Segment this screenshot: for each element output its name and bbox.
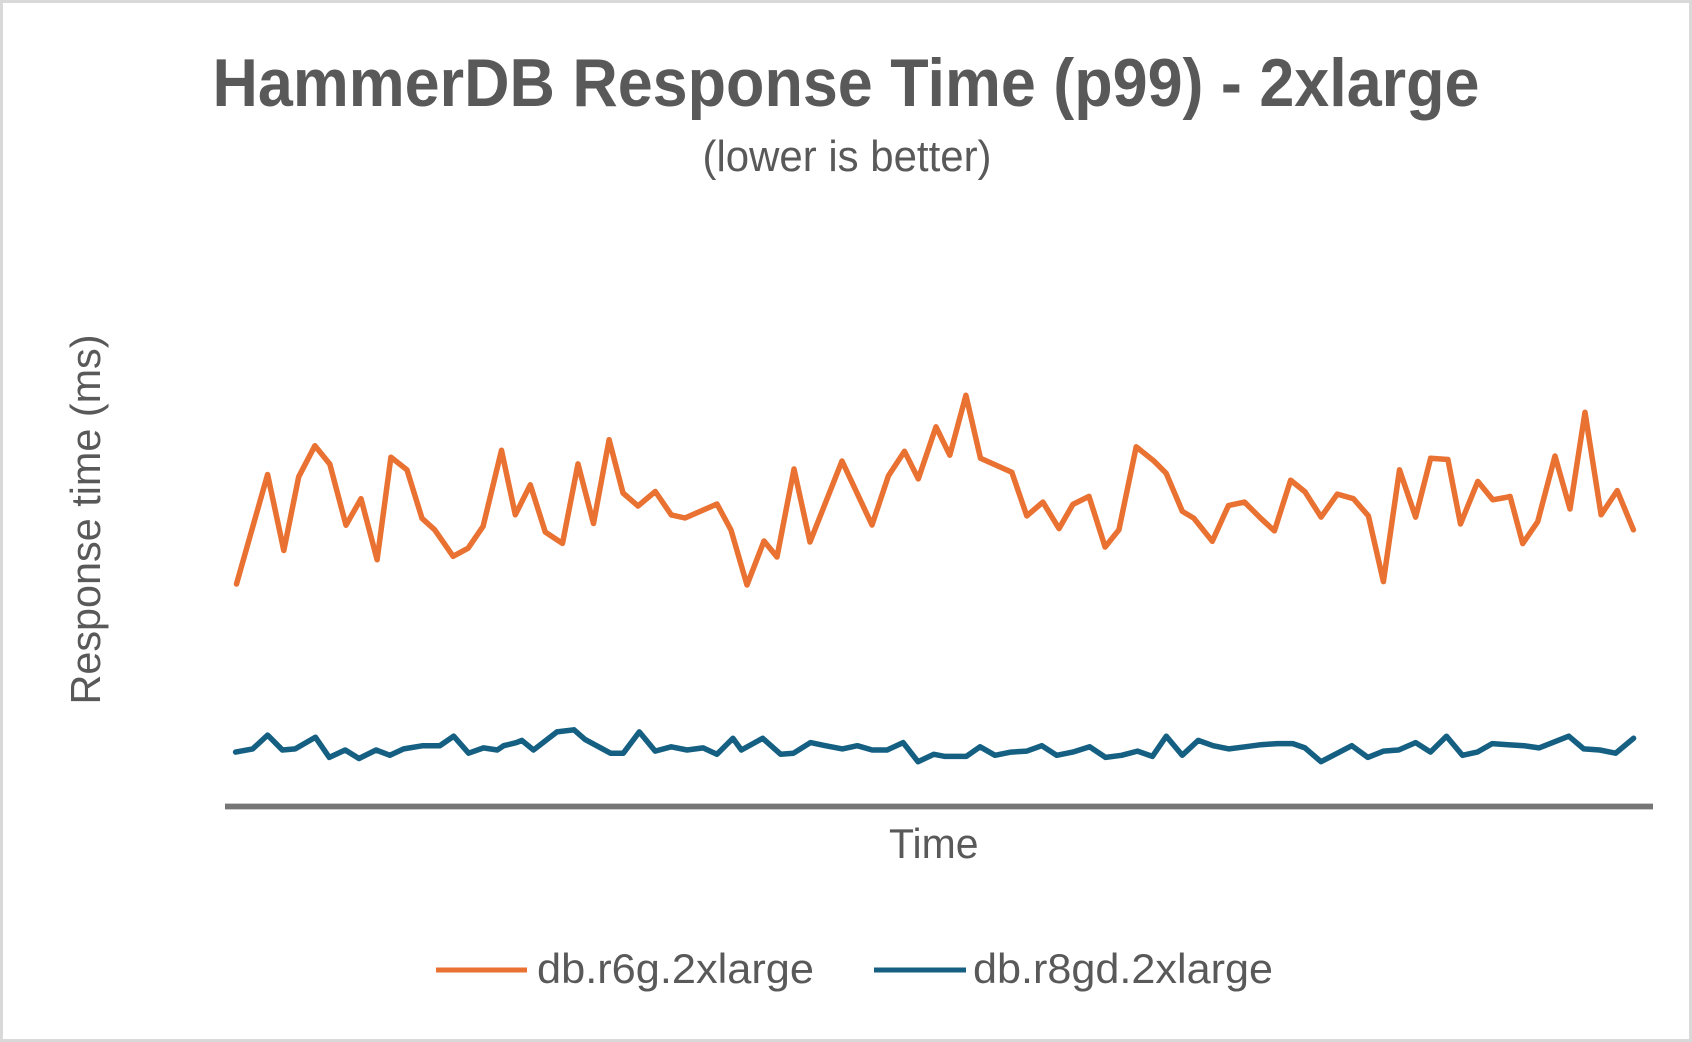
- svg-text:HammerDB Response Time (p99) -: HammerDB Response Time (p99) - 2xlarge: [213, 45, 1480, 121]
- svg-text:Time: Time: [889, 820, 979, 867]
- svg-text:Response time (ms): Response time (ms): [62, 335, 109, 705]
- svg-text:db.r8gd.2xlarge: db.r8gd.2xlarge: [973, 945, 1273, 992]
- svg-text:db.r6g.2xlarge: db.r6g.2xlarge: [537, 945, 814, 992]
- svg-text:(lower is better): (lower is better): [703, 132, 992, 181]
